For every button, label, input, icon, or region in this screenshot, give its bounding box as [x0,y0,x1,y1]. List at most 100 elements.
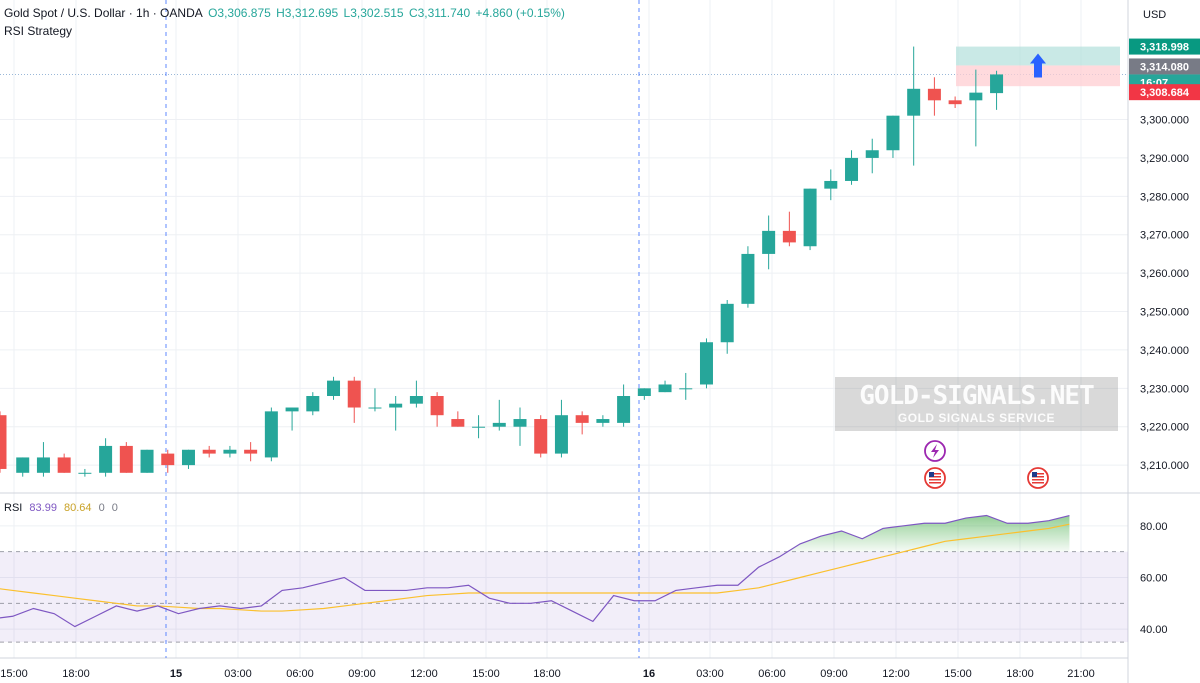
candle-body [57,457,71,473]
candle[interactable] [886,115,900,158]
candle[interactable] [264,407,278,462]
candle-body [0,415,7,469]
candle[interactable] [409,380,423,408]
candle[interactable] [720,300,734,354]
symbol-title[interactable]: Gold Spot / U.S. Dollar · 1h · OANDA [4,6,203,20]
candle[interactable] [0,411,7,473]
candle-body [347,380,361,408]
candle[interactable] [99,438,113,477]
candlestick-series[interactable] [0,46,1004,477]
candle-body [969,92,983,101]
candle-body [368,407,382,409]
candle[interactable] [181,449,195,469]
candle-body [699,342,713,385]
price-axis[interactable]: USD 3,210.000 3,220.000 3,230.000 3,240.000 3… [1140,9,1189,636]
candle-body [886,115,900,151]
candle[interactable] [762,215,776,270]
candle[interactable] [554,399,568,458]
rsi-line[interactable] [0,514,1070,628]
us-flag-event-icon[interactable] [924,467,946,489]
flag-stripe [1032,476,1044,478]
candle[interactable] [927,77,941,116]
candle[interactable] [699,338,713,389]
flag-stripe [929,473,941,475]
candle[interactable] [451,411,465,427]
candle[interactable] [430,392,444,427]
price-tick-label: 3,260.000 [1140,268,1189,280]
buy-arrow-icon[interactable] [1030,53,1046,78]
event-icons[interactable] [924,440,1049,489]
candle[interactable] [534,415,548,458]
flag-stripe [929,482,941,484]
candle[interactable] [347,376,361,423]
candle[interactable] [845,150,859,185]
candle[interactable] [637,388,651,400]
rsi-label[interactable]: RSI [4,502,23,514]
candle-body [741,253,755,304]
watermark-subtitle: GOLD SIGNALS SERVICE [897,411,1056,425]
us-flag-event-icon[interactable] [1027,467,1049,489]
candle[interactable] [57,453,71,473]
candle[interactable] [513,407,527,446]
candle-body [534,419,548,454]
candle-body [389,403,403,408]
candle[interactable] [824,169,838,201]
rsi-background-band [0,551,1128,643]
lightning-event-icon[interactable] [924,440,946,462]
candle[interactable] [306,392,320,416]
candle[interactable] [865,138,879,174]
candle[interactable] [223,445,237,458]
candle[interactable] [36,442,50,477]
candle[interactable] [327,376,341,400]
candle[interactable] [658,380,672,393]
ohlc-close: C3,311.740 [408,6,471,20]
candle-body [865,150,879,158]
candle[interactable] [948,96,962,108]
candle-body [492,422,506,427]
candle-body [575,415,589,423]
candle[interactable] [617,384,631,427]
strategy-label[interactable]: RSI Strategy [4,24,73,38]
chart-header: Gold Spot / U.S. Dollar · 1h · OANDA O3,… [4,6,567,20]
candle[interactable] [16,457,30,477]
candle[interactable] [78,468,92,477]
rsi-series[interactable] [0,514,1070,628]
candle[interactable] [389,396,403,431]
candle[interactable] [596,415,610,427]
candle[interactable] [472,415,486,439]
candle-body [596,419,610,423]
candle[interactable] [969,69,983,147]
candle-body [327,380,341,396]
candle-body [824,180,838,189]
ohlc-low: L3,302.515 [343,6,404,20]
candle[interactable] [782,211,796,247]
candle[interactable] [679,372,693,400]
time-tick-label: 16 [643,668,655,680]
candle[interactable] [990,70,1004,110]
time-axis[interactable]: 15:00 18:00 15 03:00 06:00 09:00 12:00 15:00 18:… [0,668,1095,680]
candle[interactable] [202,445,216,458]
ohlc-high: H3,312.695 [276,6,339,20]
time-tick-label: 06:00 [758,668,786,680]
candle-body [472,426,486,428]
candle[interactable] [492,399,506,431]
candle[interactable] [575,411,589,435]
candle[interactable] [368,388,382,412]
rsi-header: RSI 83.99 80.64 0 0 [4,502,118,514]
candle-body [907,88,921,116]
rsi-ma-line[interactable] [0,523,1070,612]
candle-body [782,230,796,243]
candle[interactable] [907,46,921,166]
price-tick-label: 3,280.000 [1140,191,1189,203]
candle[interactable] [741,246,755,308]
candle[interactable] [244,442,258,462]
candle[interactable] [161,449,175,473]
candle[interactable] [285,407,299,431]
candle[interactable] [140,449,154,473]
position-zone[interactable] [956,46,1120,87]
lightning-icon-glyph [931,444,939,458]
time-tick-label: 15:00 [944,668,972,680]
candle[interactable] [119,442,133,473]
candle[interactable] [803,188,817,251]
